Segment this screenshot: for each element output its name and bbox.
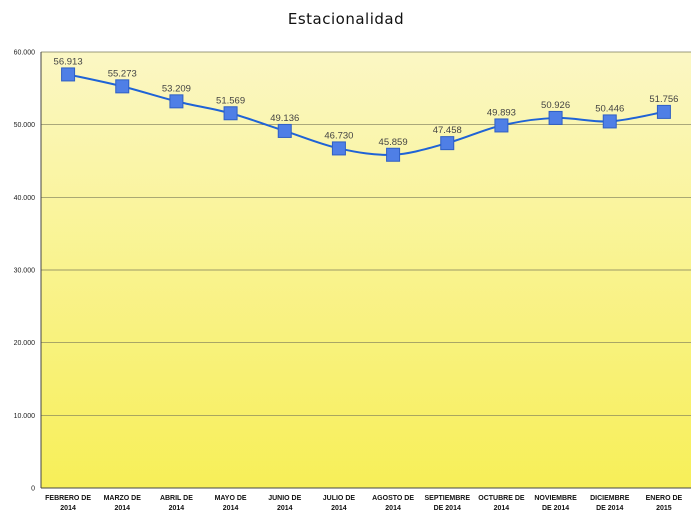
data-label: 55.273 [108,68,137,79]
data-point-marker [494,118,509,133]
data-point-marker [61,67,76,82]
y-tick-label: 40.000 [14,195,36,202]
y-tick-label: 0 [31,486,35,493]
x-tick-label: SEPTIEMBRE DE 2014 [424,495,470,512]
x-tick-label: MARZO DE 2014 [104,495,142,512]
data-point-marker [602,114,617,129]
data-point-marker [440,136,455,151]
x-tick-label: OCTUBRE DE 2014 [478,495,525,512]
chart-title: Estacionalidad [287,10,405,28]
axes [40,52,691,489]
y-tick-label: 20.000 [14,340,36,347]
data-point-marker [656,104,671,119]
data-label: 45.859 [379,137,408,148]
data-label: 50.446 [595,103,624,114]
y-tick-label: 30.000 [14,268,36,275]
data-labels: 56.913 55.273 53.209 51.569 49.136 46.730 45.8… [54,56,679,147]
data-label: 56.913 [54,56,83,67]
data-label: 46.730 [324,130,353,141]
x-tick-label: JULIO DE 2014 [323,495,356,512]
y-tick-label: 10.000 [14,413,36,420]
y-tick-label: 50.000 [14,122,36,129]
data-point-marker [386,147,401,162]
data-point-marker [223,106,238,121]
grid-lines [41,51,691,416]
data-markers [61,67,671,162]
x-axis-tick-labels: FEBRERO DE 2014 MARZO DE 2014 ABRIL DE 2014 MA… [45,495,682,512]
data-point-marker [277,123,292,138]
data-label: 53.209 [162,83,191,94]
data-point-marker [331,141,346,156]
x-tick-label: JUNIO DE 2014 [268,495,301,512]
data-label: 47.458 [433,125,462,136]
x-tick-label: ABRIL DE 2014 [160,495,193,512]
y-axis-tick-labels: 0 10.000 20.000 30.000 40.000 50.000 60.000 [14,50,36,493]
data-label: 51.569 [216,95,245,106]
y-tick-label: 60.000 [14,50,36,57]
data-label: 51.756 [649,94,678,105]
x-tick-label: MAYO DE 2014 [215,495,247,512]
x-tick-label: AGOSTO DE 2014 [372,495,414,512]
x-tick-label: NOVIEMBRE DE 2014 [534,495,577,512]
x-tick-label: FEBRERO DE 2014 [45,495,91,512]
data-label: 49.893 [487,107,516,118]
data-point-marker [548,110,563,125]
data-label: 49.136 [270,113,299,124]
x-tick-label: ENERO DE 2015 [646,495,683,512]
data-label: 50.926 [541,100,570,111]
data-point-marker [115,79,130,94]
data-point-marker [169,94,184,109]
x-tick-label: DICIEMBRE DE 2014 [590,495,630,512]
